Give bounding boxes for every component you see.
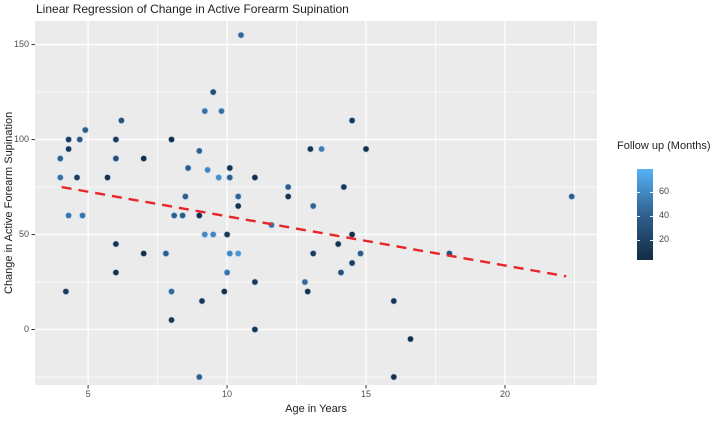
data-point xyxy=(309,202,318,210)
data-point xyxy=(178,211,187,220)
data-point xyxy=(284,192,293,201)
legend-bar-tick xyxy=(637,215,640,217)
data-point xyxy=(356,249,365,258)
legend-bar-tick xyxy=(650,215,653,217)
legend-bar-tick xyxy=(650,239,653,241)
data-point xyxy=(195,373,204,381)
data-point xyxy=(56,173,65,182)
data-point xyxy=(167,135,176,144)
data-point xyxy=(112,268,120,277)
data-point xyxy=(225,164,234,172)
data-point xyxy=(167,316,176,324)
data-point xyxy=(200,230,209,239)
y-axis-title: Change in Active Forearm Supination xyxy=(3,111,15,295)
data-point xyxy=(217,107,226,115)
y-tick-label: 100 xyxy=(13,134,29,145)
data-point xyxy=(337,268,345,277)
data-point xyxy=(348,259,356,267)
data-point xyxy=(184,164,192,172)
x-tick-label: 5 xyxy=(85,389,91,399)
data-point xyxy=(117,116,126,125)
data-point xyxy=(112,135,120,144)
data-point xyxy=(103,173,112,182)
legend-bar-tick xyxy=(637,239,640,241)
legend-bar-tick xyxy=(637,191,640,193)
data-point xyxy=(209,88,218,96)
data-point xyxy=(209,230,218,239)
x-tick-label: 15 xyxy=(361,389,372,399)
legend-tick-label: 40 xyxy=(659,210,670,221)
y-tick-label: 0 xyxy=(23,324,29,335)
data-point xyxy=(112,240,120,248)
data-point xyxy=(195,147,204,155)
data-point xyxy=(234,192,243,201)
data-point xyxy=(64,145,73,153)
data-point xyxy=(251,278,259,286)
data-point xyxy=(170,211,179,220)
data-point xyxy=(203,166,212,174)
chart-title: Linear Regression of Change in Active Fo… xyxy=(36,2,349,16)
data-point xyxy=(195,211,204,220)
regression-line xyxy=(61,185,567,278)
data-point xyxy=(73,173,81,182)
data-point xyxy=(139,249,148,258)
x-axis-title: Age in Years xyxy=(285,403,347,415)
data-point xyxy=(200,107,209,115)
data-point xyxy=(406,335,415,343)
data-point xyxy=(81,126,90,134)
data-point xyxy=(334,240,343,248)
data-point xyxy=(112,154,120,163)
data-point xyxy=(348,230,356,239)
data-point xyxy=(317,145,326,153)
legend-tick-label: 60 xyxy=(659,186,670,197)
data-point xyxy=(64,135,73,144)
legend-title: Follow up (Months) xyxy=(617,140,710,152)
data-point xyxy=(309,249,318,258)
data-point xyxy=(301,278,309,286)
data-point xyxy=(167,287,176,296)
data-point xyxy=(251,173,259,182)
data-point xyxy=(225,249,234,258)
data-point xyxy=(162,249,170,258)
data-point xyxy=(237,31,245,39)
y-tick-label: 50 xyxy=(18,229,29,240)
data-point xyxy=(62,287,70,296)
x-tick-label: 10 xyxy=(222,389,233,399)
legend: Follow up (Months) 20 40 60 xyxy=(610,138,710,278)
panel-background xyxy=(35,21,597,385)
data-point xyxy=(75,135,84,144)
data-point xyxy=(198,297,206,305)
data-point xyxy=(389,297,398,305)
data-point xyxy=(225,173,234,182)
data-point xyxy=(139,154,148,163)
data-point xyxy=(339,183,348,191)
data-point xyxy=(567,192,576,201)
data-point xyxy=(389,373,398,381)
data-point xyxy=(362,145,370,153)
data-point xyxy=(223,230,231,239)
data-point xyxy=(223,268,231,277)
data-point xyxy=(78,211,87,220)
data-point xyxy=(220,287,229,296)
y-tick-label: 150 xyxy=(13,39,29,50)
data-point xyxy=(64,211,73,220)
data-point xyxy=(214,173,223,182)
data-point xyxy=(348,116,356,125)
data-point xyxy=(56,154,65,163)
data-point xyxy=(251,325,259,334)
x-tick-label: 20 xyxy=(499,389,510,399)
data-point xyxy=(234,249,243,258)
data-point xyxy=(284,183,293,191)
legend-tick-label: 20 xyxy=(659,234,670,245)
data-point xyxy=(234,202,243,210)
data-point xyxy=(303,287,312,296)
data-point xyxy=(181,192,190,201)
legend-bar-tick xyxy=(650,191,653,193)
data-point xyxy=(306,145,315,153)
legend-gradient-bar xyxy=(637,169,653,260)
